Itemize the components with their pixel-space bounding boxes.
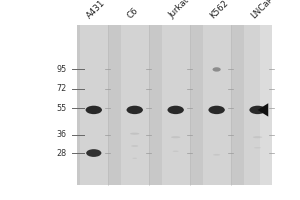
Ellipse shape [208,106,225,114]
Bar [121,25,149,185]
Ellipse shape [132,158,137,159]
Text: C6: C6 [126,6,140,20]
Ellipse shape [254,147,261,148]
Ellipse shape [173,151,178,152]
Ellipse shape [167,106,184,114]
Text: 72: 72 [57,84,67,93]
Text: 55: 55 [57,104,67,113]
Bar [77,25,260,185]
Ellipse shape [130,133,140,135]
Text: LNCaP: LNCaP [249,0,275,20]
Text: 95: 95 [57,65,67,74]
Ellipse shape [253,136,262,138]
Text: A431: A431 [85,0,107,20]
Ellipse shape [171,136,180,138]
Ellipse shape [86,149,101,157]
Polygon shape [258,103,268,117]
Ellipse shape [127,106,143,114]
Text: 36: 36 [57,130,67,139]
Bar [244,25,272,185]
Text: Jurkat: Jurkat [167,0,191,20]
Ellipse shape [85,106,102,114]
Text: 28: 28 [57,149,67,158]
Ellipse shape [213,154,220,156]
Ellipse shape [212,67,221,72]
Bar [202,25,231,185]
Text: K562: K562 [208,0,230,20]
Bar [162,25,190,185]
Ellipse shape [249,106,266,114]
Ellipse shape [131,145,138,147]
Bar [80,25,108,185]
